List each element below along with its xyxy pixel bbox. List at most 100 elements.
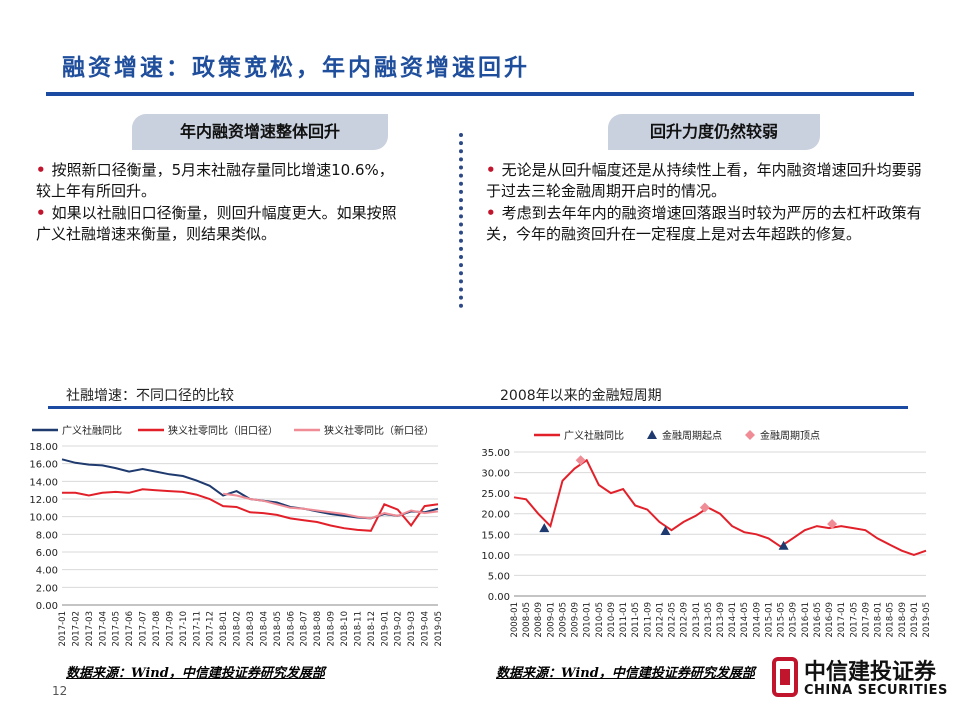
- x-tick-label: 2008-05: [522, 602, 532, 638]
- x-tick-label: 2017-01: [837, 602, 847, 638]
- right-section-pill: 回升力度仍然较弱: [608, 114, 820, 150]
- x-tick-label: 2018-09: [327, 611, 337, 647]
- y-tick-label: 25.00: [481, 489, 510, 500]
- left-bullet-2: • 如果以社融旧口径衡量，则回升幅度更大。如果按照广义社融增速来衡量，则结果类似。: [36, 204, 397, 243]
- bullet-dot: •: [36, 204, 46, 222]
- logo-cn-text: 中信建投证券: [804, 660, 937, 685]
- logo-en-text: CHINA SECURITIES: [804, 683, 948, 698]
- x-tick-label: 2013-05: [704, 602, 714, 638]
- x-tick-label: 2016-05: [813, 602, 823, 638]
- x-tick-label: 2018-03: [246, 611, 256, 647]
- x-tick-label: 2018-01: [874, 602, 884, 638]
- bullet-dot: •: [486, 161, 496, 179]
- left-bullet-list: • 按照新口径衡量，5月末社融存量同比增速10.6%，较上年有所回升。 • 如果以社…: [36, 160, 408, 246]
- y-tick-label: 10.00: [481, 551, 510, 562]
- x-tick-label: 2011-01: [619, 602, 629, 638]
- x-tick-label: 2018-07: [300, 611, 310, 647]
- x-tick-label: 2018-06: [286, 611, 296, 647]
- x-tick-label: 2014-09: [752, 602, 762, 638]
- x-tick-label: 2019-02: [394, 611, 404, 647]
- y-tick-label: 6.00: [36, 548, 58, 559]
- cycle-start-marker: [778, 540, 789, 550]
- x-tick-label: 2017-08: [152, 611, 162, 647]
- legend-marker-triangle: [647, 430, 657, 439]
- y-tick-label: 2.00: [36, 583, 58, 594]
- x-tick-label: 2018-12: [367, 611, 377, 647]
- x-tick-label: 2017-11: [192, 611, 202, 647]
- chart2-label: 2008年以来的金融短周期: [500, 388, 662, 404]
- x-tick-label: 2019-05: [434, 611, 444, 647]
- y-tick-label: 4.00: [36, 566, 58, 577]
- right-bullet-list: • 无论是从回升幅度还是从持续性上看，年内融资增速回升均要弱于过去三轮金融周期开启…: [486, 160, 934, 246]
- x-tick-label: 2017-06: [125, 611, 135, 647]
- legend-label: 狭义社零同比（新口径）: [324, 424, 434, 437]
- x-tick-label: 2017-02: [71, 611, 81, 647]
- y-tick-label: 0.00: [36, 601, 58, 612]
- y-tick-label: 18.00: [29, 442, 58, 453]
- x-tick-label: 2019-01: [380, 611, 390, 647]
- x-tick-label: 2017-07: [139, 611, 149, 647]
- page-number: 12: [52, 684, 68, 698]
- x-tick-label: 2017-03: [85, 611, 95, 647]
- y-tick-label: 14.00: [29, 477, 58, 488]
- x-tick-label: 2008-09: [534, 602, 544, 638]
- x-tick-label: 2017-10: [179, 611, 189, 647]
- x-tick-label: 2009-05: [558, 602, 568, 638]
- x-tick-label: 2018-11: [353, 611, 363, 647]
- source-note-2: 数据来源：Wind，中信建投证券研究发展部: [496, 666, 755, 681]
- x-tick-label: 2016-09: [825, 602, 835, 638]
- x-tick-label: 2013-09: [716, 602, 726, 638]
- x-tick-label: 2018-08: [313, 611, 323, 647]
- x-tick-label: 2016-01: [801, 602, 811, 638]
- cycle-start-marker: [660, 525, 671, 535]
- title-rule: [46, 92, 914, 96]
- y-tick-label: 8.00: [36, 530, 58, 541]
- bullet-dot: •: [36, 161, 46, 179]
- right-bullet-1: • 无论是从回升幅度还是从持续性上看，年内融资增速回升均要弱于过去三轮金融周期开启…: [486, 161, 922, 200]
- x-tick-label: 2018-02: [233, 611, 243, 647]
- cycle-peak-marker: [699, 502, 710, 513]
- x-tick-label: 2018-01: [219, 611, 229, 647]
- x-tick-label: 2012-05: [668, 602, 678, 638]
- x-tick-label: 2011-09: [643, 602, 653, 638]
- x-tick-label: 2015-01: [764, 602, 774, 638]
- y-tick-label: 30.00: [481, 469, 510, 480]
- y-tick-label: 35.00: [481, 448, 510, 459]
- x-tick-label: 2017-01: [58, 611, 68, 647]
- x-tick-label: 2014-05: [740, 602, 750, 638]
- cycle-peak-marker: [575, 455, 586, 466]
- x-tick-label: 2017-04: [98, 611, 108, 647]
- x-tick-label: 2019-04: [421, 611, 431, 647]
- x-tick-label: 2015-05: [777, 602, 787, 638]
- x-tick-label: 2018-05: [886, 602, 896, 638]
- x-tick-label: 2009-09: [571, 602, 581, 638]
- y-tick-label: 10.00: [29, 513, 58, 524]
- chart-social-financing-comparison: 0.00 2.00 4.00 6.00 8.00 10.00 12.00 14.00 16.00…: [29, 424, 444, 647]
- x-tick-label: 2019-03: [407, 611, 417, 647]
- y-tick-label: 15.00: [481, 530, 510, 541]
- dotted-divider: [459, 133, 463, 308]
- legend-label: 狭义社零同比（旧口径）: [168, 424, 278, 437]
- legend-label: 金融周期顶点: [760, 429, 820, 442]
- left-section-pill: 年内融资增速整体回升: [132, 114, 388, 150]
- series-line: [222, 492, 439, 520]
- y-tick-label: 20.00: [481, 510, 510, 521]
- right-bullet-2: • 考虑到去年年内的融资增速回落跟当时较为严厉的去杠杆政策有关，今年的融资回升在一…: [486, 204, 922, 243]
- x-tick-label: 2008-01: [510, 602, 520, 638]
- x-tick-label: 2019-01: [910, 602, 920, 638]
- logo-mark-icon: [772, 657, 798, 697]
- x-tick-label: 2010-09: [607, 602, 617, 638]
- china-securities-logo: 中信建投证券 CHINA SECURITIES: [770, 652, 947, 704]
- legend-label: 金融周期起点: [662, 429, 722, 442]
- x-tick-label: 2018-04: [259, 611, 269, 647]
- x-tick-label: 2017-05: [849, 602, 859, 638]
- x-tick-label: 2018-05: [273, 611, 283, 647]
- x-tick-label: 2017-09: [861, 602, 871, 638]
- chart-financial-cycle: 0.00 5.00 10.00 15.00 20.00 25.00 30.00 35.00 20…: [481, 429, 932, 638]
- x-tick-label: 2015-09: [789, 602, 799, 638]
- series-line: [513, 458, 927, 556]
- x-tick-label: 2017-05: [112, 611, 122, 647]
- x-tick-label: 2018-09: [898, 602, 908, 638]
- y-tick-label: 5.00: [488, 571, 510, 582]
- x-tick-label: 2018-10: [340, 611, 350, 647]
